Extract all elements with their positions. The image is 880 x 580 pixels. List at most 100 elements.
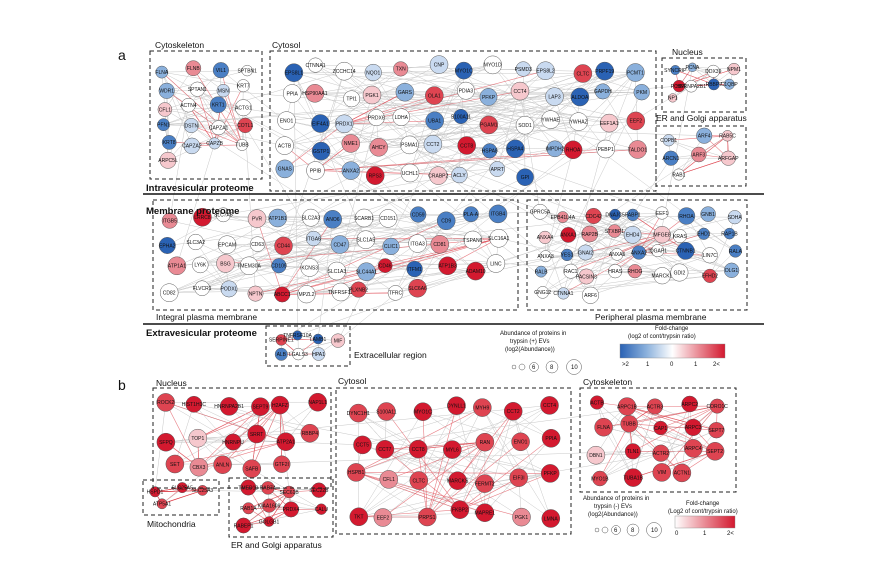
node-a-integral-pm-label-5: SLC2A3 [302,216,321,222]
node-b-er-golgi-label-6: PRDX4 [283,507,300,513]
node-a-cytosol-label-13: PPIA [286,91,298,97]
node-b-cytoskeleton-3 [681,395,698,413]
node-a-peripheral-pm-label-13: EHD4 [626,233,640,239]
section-membrane: Membrane proteome [146,206,239,217]
node-a-cytosol-label-56: UCHL1 [402,171,419,177]
node-a-nucleus-label-3: NPM1 [727,67,741,73]
legend-a-tick-4: 2< [713,362,720,368]
node-a-cytosol-3 [364,63,382,82]
node-a-integral-pm-17 [274,236,293,256]
node-b-nucleus-13 [189,457,209,477]
node-a-extracellular-label-1: TNFRSF10A [283,333,312,339]
node-a-cytosol-7 [483,55,502,75]
node-a-extracellular-label-6: HPA1 [312,352,325,358]
node-a-er-golgi-2 [721,130,734,142]
node-a-peripheral-pm-label-20: GNAI2 [578,250,593,256]
title-a-er-golgi: ER and Golgi apparatus [656,113,747,123]
node-a-integral-pm-32 [327,261,347,281]
node-a-cytoskeleton-7 [236,79,250,93]
node-b-er-golgi-label-8: RABEP1 [234,523,254,529]
node-a-cytosol-24 [594,83,611,100]
node-b-nucleus-label-4: H2AFZ [272,403,288,409]
box-a-peripheral-pm [526,199,748,311]
node-b-cytosol-label-5: CCT2 [507,409,520,415]
node-a-cytosol-20 [479,88,498,106]
node-a-cytosol-label-15: TPI1 [346,97,357,103]
node-a-cytosol-label-47: HSPA4 [507,147,523,153]
node-a-integral-pm-46 [350,281,367,298]
node-a-peripheral-pm-label-25: LIN7C [703,253,718,259]
node-b-cytosol-11 [475,432,495,452]
node-a-cytosol-17 [395,82,415,102]
node-a-peripheral-pm-label-16: EHD1 [697,232,711,238]
title-b-cytosol: Cytosol [338,376,366,386]
node-b-cytoskeleton-label-3: ARPC2 [681,402,698,408]
node-a-integral-pm-27 [192,256,209,274]
node-a-cytoskeleton-17 [183,137,201,155]
node-a-cytosol-19 [457,81,475,100]
node-a-extracellular-1 [292,330,303,341]
node-a-cytosol-label-58: ACLY [453,173,466,179]
title-a-extracellular: Extracellular region [354,350,427,360]
node-b-cytosol-13 [541,429,561,448]
legend-a-size-title-2: trypsin (+) EVs [510,339,550,345]
node-b-cytosol-5 [503,402,523,421]
node-a-cytosol-label-19: PDIA3 [459,89,474,95]
node-a-peripheral-pm-31 [627,264,642,279]
node-a-peripheral-pm-label-7: GNB1 [701,212,715,218]
node-b-nucleus-label-11: RBBP4 [302,431,319,437]
node-a-integral-pm-label-16: CD63 [251,242,264,248]
node-a-cytosol-50 [596,139,615,159]
node-a-cytosol-32 [453,108,469,125]
node-b-cytoskeleton-4 [709,398,725,414]
node-b-cytosol-label-6: CCT4 [543,403,556,409]
node-a-integral-pm-label-42: NPTN [249,291,263,297]
node-b-cytosol-4 [473,398,492,417]
node-a-cytosol-label-30: LDHA [395,115,409,121]
node-a-extracellular-label-2: LAMB1 [310,337,327,343]
node-a-integral-pm-label-34: CD46 [379,263,392,269]
node-b-cytosol-2 [413,402,433,421]
node-a-cytosol-25 [633,84,650,101]
node-a-integral-pm-label-20: SLC1A5 [356,238,375,244]
node-a-cytosol-label-14: HSP90AA1 [302,91,328,97]
node-a-integral-pm-label-24: TSPAN6 [463,238,482,244]
node-a-integral-pm-label-15: EPCAM [218,243,236,249]
node-a-cytosol-label-55: RPS3 [369,174,382,180]
node-a-cytosol-label-8: PSMD3 [515,67,532,73]
node-b-er-golgi-1 [261,481,275,495]
node-a-cytosol-41 [341,134,361,153]
node-b-cytosol-label-12: ENO1 [514,440,528,446]
node-a-peripheral-pm-label-14: MFGE8 [653,233,670,239]
node-b-cytosol-27 [541,509,561,528]
node-b-er-golgi-label-4: RAB1A [240,506,257,512]
node-b-nucleus-label-5: NAP1L1 [308,400,327,406]
node-a-cytosol-39 [275,136,294,155]
node-a-peripheral-pm-6 [677,207,696,225]
node-a-integral-pm-label-12: ITGB4 [491,212,506,218]
node-a-er-golgi-3 [663,150,679,166]
node-a-cytoskeleton-label-13: DSTN [184,123,198,129]
node-a-cytosol-46 [482,143,498,159]
node-a-cytoskeleton-label-16: KRT8 [163,140,176,146]
node-b-cytosol-21 [349,507,369,527]
node-a-nucleus-label-6: RBBP7 [706,82,723,88]
node-a-peripheral-pm-label-27: RALB [535,269,549,275]
svg-text:8: 8 [550,365,554,371]
svg-text:8: 8 [631,528,635,534]
network-nodes: FLNA FLNB VIL1 SPTBN1 WDR1 SPTAN1 MSN KRT7 CFL1 A… [147,55,743,534]
node-a-cytosol-label-39: ACTB [278,143,292,149]
node-b-nucleus-6 [156,432,176,452]
node-a-peripheral-pm-label-9: ANXA4 [537,235,554,241]
node-a-cytosol-58 [451,166,468,184]
node-a-cytosol-55 [365,166,385,185]
node-b-cytoskeleton-label-17: VIM [657,470,666,476]
node-a-cytosol-label-42: AHCY [372,145,387,151]
node-a-nucleus-label-0: SYNCRIP [664,68,687,74]
node-a-cytosol-5 [429,55,449,74]
node-a-integral-pm-15 [217,235,237,254]
node-a-peripheral-pm-0 [532,203,548,220]
node-a-integral-pm-11 [462,206,479,223]
node-a-cytoskeleton-label-15: COTL1 [237,123,253,129]
node-a-peripheral-pm-label-38: ARF6 [584,293,597,299]
